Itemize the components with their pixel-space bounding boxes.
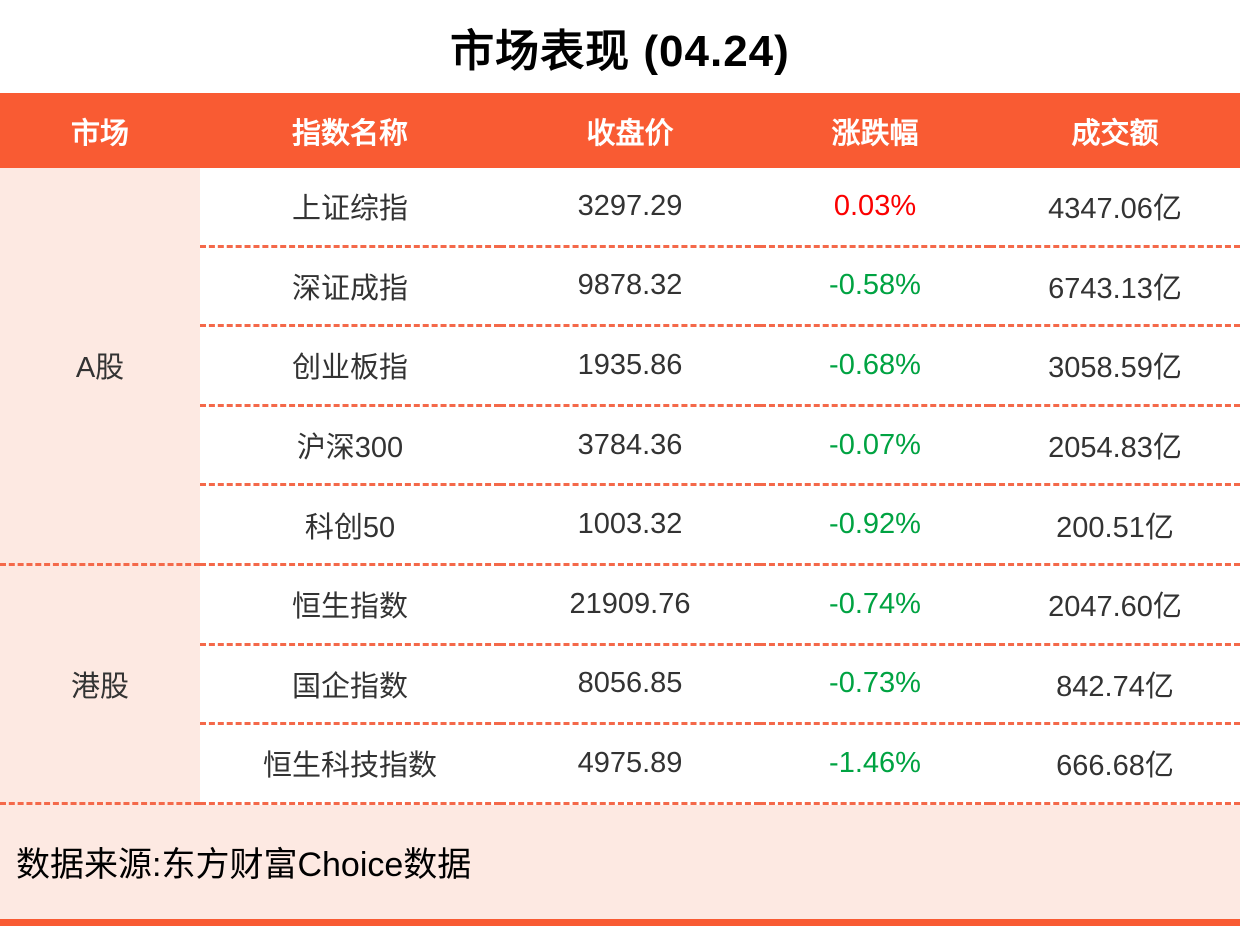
index-name-cell: 国企指数 [200,645,500,726]
close-price-cell: 4975.89 [500,725,760,805]
close-price-cell: 1003.32 [500,486,760,566]
change-pct-cell: -0.73% [760,645,990,726]
column-header-close: 收盘价 [500,93,760,168]
index-name-cell: 深证成指 [200,247,500,328]
close-price-cell: 1935.86 [500,327,760,407]
change-pct-cell: -0.07% [760,406,990,487]
index-name-cell: 恒生指数 [200,565,500,646]
index-name-cell: 恒生科技指数 [200,725,500,805]
turnover-cell: 842.74亿 [990,645,1240,726]
index-name-cell: 创业板指 [200,327,500,407]
change-pct-cell: -1.46% [760,725,990,805]
change-pct-cell: -0.92% [760,486,990,566]
index-name-cell: 科创50 [200,486,500,566]
close-price-cell: 9878.32 [500,247,760,328]
index-name-cell: 沪深300 [200,406,500,487]
market-group-label: A股 [0,168,200,566]
close-price-cell: 3784.36 [500,406,760,487]
change-pct-cell: -0.58% [760,247,990,328]
turnover-cell: 4347.06亿 [990,168,1240,248]
close-price-cell: 8056.85 [500,645,760,726]
change-pct-cell: -0.74% [760,565,990,646]
turnover-cell: 2047.60亿 [990,565,1240,646]
column-header-turnover: 成交额 [990,93,1240,168]
page-title: 市场表现 (04.24) [450,26,790,76]
change-pct-cell: 0.03% [760,168,990,248]
turnover-cell: 200.51亿 [990,486,1240,566]
close-price-cell: 21909.76 [500,565,760,646]
data-source-note: 数据来源:东方财富Choice数据 [0,804,1240,919]
turnover-cell: 666.68亿 [990,725,1240,805]
market-table: 市场 指数名称 收盘价 涨跌幅 成交额 A股 上证综指 3297.29 0.03% 43… [0,93,1240,805]
change-pct-cell: -0.68% [760,327,990,407]
index-name-cell: 上证综指 [200,168,500,248]
turnover-cell: 3058.59亿 [990,327,1240,407]
turnover-cell: 6743.13亿 [990,247,1240,328]
data-source-text: 数据来源:东方财富Choice数据 [16,846,472,885]
close-price-cell: 3297.29 [500,168,760,248]
column-header-index: 指数名称 [200,93,500,168]
column-header-market: 市场 [0,93,200,168]
column-header-change: 涨跌幅 [760,93,990,168]
bottom-accent-bar [0,919,1240,926]
market-group-label: 港股 [0,565,200,805]
turnover-cell: 2054.83亿 [990,406,1240,487]
